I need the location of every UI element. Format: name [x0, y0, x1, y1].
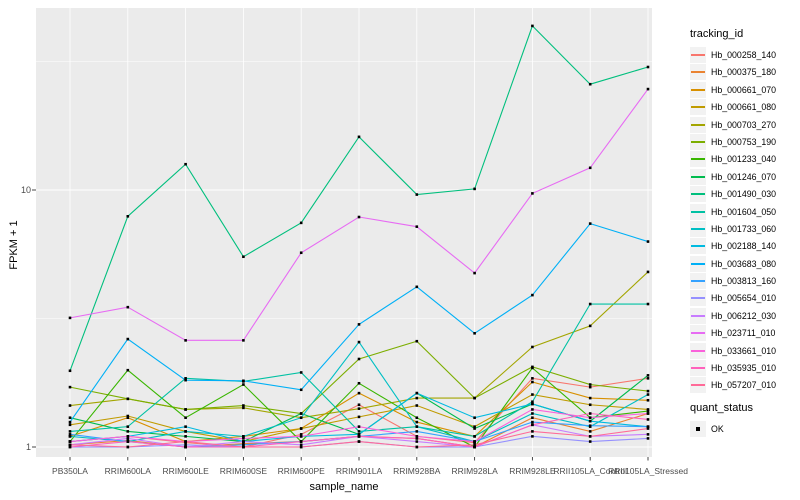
legend-item-Hb_001246_070: Hb_001246_070	[690, 168, 800, 185]
legend-key-line-icon	[690, 377, 706, 394]
x-tick-label-RRIM928LA: RRIM928LA	[451, 466, 498, 476]
legend-key-line-icon	[690, 290, 706, 307]
legend-title-quant-status: quant_status	[690, 402, 753, 415]
x-tick-label-RRIM901LA: RRIM901LA	[335, 466, 383, 476]
legend-item-Hb_000753_190: Hb_000753_190	[690, 133, 800, 150]
legend-item-Hb_000703_270: Hb_000703_270	[690, 116, 800, 133]
legend-item-Hb_002188_140: Hb_002188_140	[690, 238, 800, 255]
legend-item-Hb_033661_010: Hb_033661_010	[690, 342, 800, 359]
x-tick-label-RRII105LA_Control: RRII105LA_Control	[553, 466, 628, 476]
legend-item-label: Hb_000258_140	[711, 50, 777, 60]
legend-item-Hb_001604_050: Hb_001604_050	[690, 203, 800, 220]
y-tick-label-10: 10	[20, 184, 31, 195]
legend-key-line-icon	[690, 203, 706, 220]
legend-item-label: Hb_000375_180	[711, 67, 777, 78]
legend: tracking_id Hb_000258_140 Hb_000375_180 Hb…	[690, 27, 800, 439]
legend-key-line-icon	[690, 47, 706, 63]
legend-key-line-icon	[690, 186, 706, 203]
axis-ticks	[32, 189, 649, 461]
legend-item-label: Hb_033661_010	[711, 345, 777, 356]
legend-item-label: Hb_000703_270	[711, 119, 777, 130]
legend-item-Hb_003683_080: Hb_003683_080	[690, 255, 800, 272]
legend-item-label: Hb_000661_070	[711, 84, 777, 95]
legend-item-label: OK	[711, 424, 724, 435]
legend-item-Hb_000375_180: Hb_000375_180	[690, 64, 800, 81]
x-tick-label-RRII105LA_Stressed: RRII105LA_Stressed	[608, 466, 688, 476]
x-tick-label-PB350LA: PB350LA	[52, 466, 88, 476]
x-tick-label-RRIM928LE: RRIM928LE	[509, 466, 556, 476]
legend-item-label: Hb_035935_010	[711, 363, 777, 374]
x-tick-label-RRIM600PE: RRIM600PE	[277, 466, 325, 476]
legend-item-label: Hb_006212_030	[711, 310, 777, 321]
legend-item-Hb_000258_140: Hb_000258_140	[690, 47, 800, 63]
legend-item-label: Hb_005654_010	[711, 293, 777, 304]
legend-key-line-icon	[690, 99, 706, 116]
legend-key-line-icon	[690, 168, 706, 185]
legend-item-Hb_000661_080: Hb_000661_080	[690, 99, 800, 116]
y-axis-title: FPKM + 1	[8, 220, 20, 270]
x-axis-title: sample_name	[309, 481, 379, 493]
legend-item-Hb_001233_040: Hb_001233_040	[690, 151, 800, 168]
legend-item-label: Hb_057207_010	[711, 380, 777, 391]
x-tick-label-RRIM928BA: RRIM928BA	[393, 466, 441, 476]
legend-key-line-icon	[690, 64, 706, 81]
legend-key-line-icon	[690, 220, 706, 237]
legend-item-Hb_005654_010: Hb_005654_010	[690, 290, 800, 307]
legend-key-line-icon	[690, 360, 706, 377]
legend-key-line-icon	[690, 151, 706, 168]
x-tick-label-RRIM600LA: RRIM600LA	[104, 466, 151, 476]
legend-item-label: Hb_002188_140	[711, 241, 777, 252]
legend-key-line-icon	[690, 342, 706, 359]
legend-title-tracking-id: tracking_id	[690, 28, 744, 40]
legend-item-label: Hb_023711_010	[711, 328, 776, 339]
legend-item-label: Hb_003683_080	[711, 258, 777, 269]
legend-item-label: Hb_001233_040	[711, 154, 777, 165]
legend-key-line-icon	[690, 81, 706, 98]
x-tick-label-RRIM600SE: RRIM600SE	[219, 466, 268, 476]
legend-item-label: Hb_001604_050	[711, 206, 777, 217]
data-points	[68, 24, 650, 449]
legend-item-quant-ok: OK	[690, 421, 800, 438]
legend-item-label: Hb_001733_060	[711, 223, 777, 234]
legend-key-line-icon	[690, 116, 706, 133]
legend-key-line-icon	[690, 255, 706, 272]
legend-items: Hb_000258_140 Hb_000375_180 Hb_000661_070 H…	[690, 47, 800, 394]
legend-item-Hb_001490_030: Hb_001490_030	[690, 186, 800, 203]
legend-key-line-icon	[690, 307, 706, 324]
legend-item-label: Hb_001490_030	[711, 189, 777, 200]
legend-item-label: Hb_000753_190	[711, 136, 777, 147]
x-tick-label-RRIM600LE: RRIM600LE	[162, 466, 209, 476]
legend-key-line-icon	[690, 273, 706, 290]
legend-item-Hb_035935_010: Hb_035935_010	[690, 360, 800, 377]
legend-item-Hb_001733_060: Hb_001733_060	[690, 220, 800, 237]
legend-item-label: Hb_003813_160	[711, 276, 777, 287]
legend-item-Hb_003813_160: Hb_003813_160	[690, 273, 800, 290]
y-tick-label-1: 1	[25, 441, 31, 452]
legend-item-Hb_006212_030: Hb_006212_030	[690, 307, 800, 324]
quant-ok-key-icon	[690, 421, 706, 438]
legend-item-label: Hb_001246_070	[711, 171, 777, 182]
legend-item-Hb_023711_010: Hb_023711_010	[690, 325, 800, 342]
legend-item-label: Hb_000661_080	[711, 102, 777, 113]
legend-item-Hb_057207_010: Hb_057207_010	[690, 377, 800, 394]
legend-key-line-icon	[690, 238, 706, 255]
legend-key-line-icon	[690, 325, 706, 342]
legend-key-line-icon	[690, 133, 706, 150]
legend-item-Hb_000661_070: Hb_000661_070	[690, 81, 800, 98]
